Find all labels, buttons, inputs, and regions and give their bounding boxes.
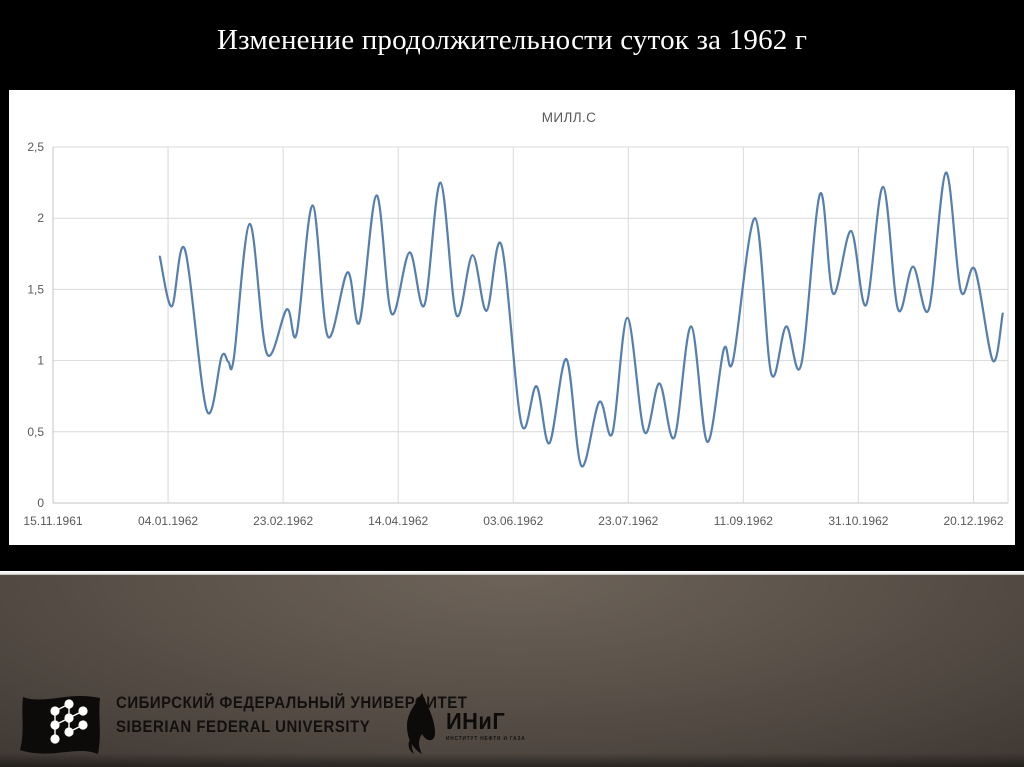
x-tick-label: 20.12.1962 xyxy=(943,514,1003,528)
inig-abbreviation: ИНиГ xyxy=(446,708,506,734)
y-tick-label: 1,5 xyxy=(27,282,44,296)
footer: СИБИРСКИЙ ФЕДЕРАЛЬНЫЙ УНИВЕРСИТЕТ SIBERI… xyxy=(0,575,1024,767)
x-tick-label: 03.06.1962 xyxy=(483,514,543,528)
flame-icon xyxy=(407,693,435,754)
inig-logo-block: ИНиГ ИНСТИТУТ НЕФТИ И ГАЗА xyxy=(404,693,530,755)
y-tick-label: 2,5 xyxy=(27,140,44,154)
x-tick-label: 04.01.1962 xyxy=(138,514,198,528)
sfu-name-russian: СИБИРСКИЙ ФЕДЕРАЛЬНЫЙ УНИВЕРСИТЕТ xyxy=(116,693,468,712)
sfu-flag-icon xyxy=(20,695,100,754)
inig-subtext: ИНСТИТУТ НЕФТИ И ГАЗА xyxy=(446,736,526,742)
chart-panel: 0 0,5 1 1,5 2 2,5 15.11.1961 04.01.1962 23.02.19… xyxy=(9,90,1015,545)
inig-text-block: ИНиГ ИНСТИТУТ НЕФТИ И ГАЗА xyxy=(446,693,530,743)
slide-title: Изменение продолжительности суток за 196… xyxy=(216,24,808,56)
y-tick-label: 0 xyxy=(37,496,44,510)
chart-title: МИЛЛ.С xyxy=(542,110,597,125)
y-tick-label: 0,5 xyxy=(27,425,44,439)
x-tick-label: 14.04.1962 xyxy=(368,514,428,528)
x-tick-label: 23.02.1962 xyxy=(253,514,313,528)
y-tick-label: 1 xyxy=(37,354,44,368)
sfu-text-block: СИБИРСКИЙ ФЕДЕРАЛЬНЫЙ УНИВЕРСИТЕТ SIBERI… xyxy=(116,694,467,735)
y-tick-label: 2 xyxy=(37,211,44,225)
x-tick-label: 31.10.1962 xyxy=(828,514,888,528)
chart-svg: 0 0,5 1 1,5 2 2,5 15.11.1961 04.01.1962 23.02.19… xyxy=(23,110,1009,528)
x-tick-label: 23.07.1962 xyxy=(598,514,658,528)
sfu-name-english: SIBERIAN FEDERAL UNIVERSITY xyxy=(116,717,371,736)
x-tick-label: 11.09.1962 xyxy=(714,514,773,528)
x-tick-label: 15.11.1961 xyxy=(23,514,82,528)
data-line xyxy=(158,171,1004,468)
footer-divider-line xyxy=(0,571,1024,575)
